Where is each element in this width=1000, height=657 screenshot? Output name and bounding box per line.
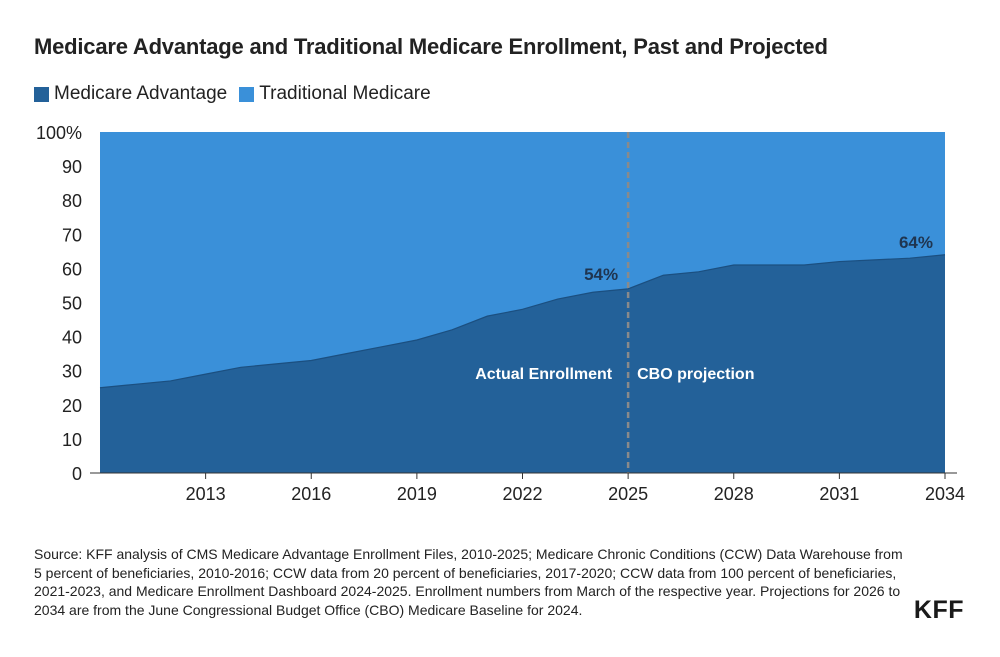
legend-item-medicare-advantage: Medicare Advantage [34, 83, 227, 105]
legend-swatch-medicare-advantage [34, 86, 49, 102]
data-label-2025: 54% [584, 265, 618, 284]
area-traditional-medicare [100, 132, 945, 388]
x-tick-label: 2028 [714, 484, 754, 504]
area-medicare-advantage [100, 254, 945, 473]
legend: Medicare Advantage Traditional Medicare [34, 83, 443, 105]
x-tick-label: 2031 [819, 484, 859, 504]
x-tick-label: 2016 [291, 484, 331, 504]
y-tick-label: 30 [62, 362, 82, 382]
x-tick-label: 2034 [925, 484, 965, 504]
x-tick-label: 2022 [502, 484, 542, 504]
legend-label-medicare-advantage: Medicare Advantage [54, 83, 228, 104]
kff-logo: KFF [913, 596, 964, 624]
y-tick-label: 90 [62, 157, 82, 177]
y-tick-label: 10 [62, 430, 82, 450]
y-tick-label: 0 [72, 464, 82, 484]
legend-item-traditional-medicare: Traditional Medicare [239, 83, 431, 105]
y-tick-label: 80 [62, 191, 82, 211]
y-tick-label: 40 [62, 328, 82, 348]
source-note: Source: KFF analysis of CMS Medicare Adv… [34, 546, 903, 618]
y-tick-label: 20 [62, 396, 82, 416]
area-chart: 0 10 20 30 40 50 60 70 80 90 100% 2013 2016 2019 2022 2… [36, 123, 965, 504]
y-tick-label: 70 [62, 225, 82, 245]
y-tick-label: 60 [62, 259, 82, 279]
annotation-cbo-projection: CBO projection [637, 366, 754, 383]
legend-label-traditional-medicare: Traditional Medicare [259, 83, 431, 104]
annotation-actual-enrollment: Actual Enrollment [475, 366, 613, 383]
legend-swatch-traditional-medicare [239, 86, 255, 102]
x-tick-label: 2025 [608, 484, 648, 504]
chart-title: Medicare Advantage and Traditional Medic… [34, 34, 828, 59]
x-tick-label: 2013 [186, 484, 226, 504]
y-tick-label: 100% [36, 123, 82, 143]
x-tick-label: 2019 [397, 484, 437, 504]
line-medicare-advantage [99, 254, 946, 389]
y-tick-label: 50 [62, 294, 82, 314]
data-label-2034: 64% [899, 233, 933, 252]
